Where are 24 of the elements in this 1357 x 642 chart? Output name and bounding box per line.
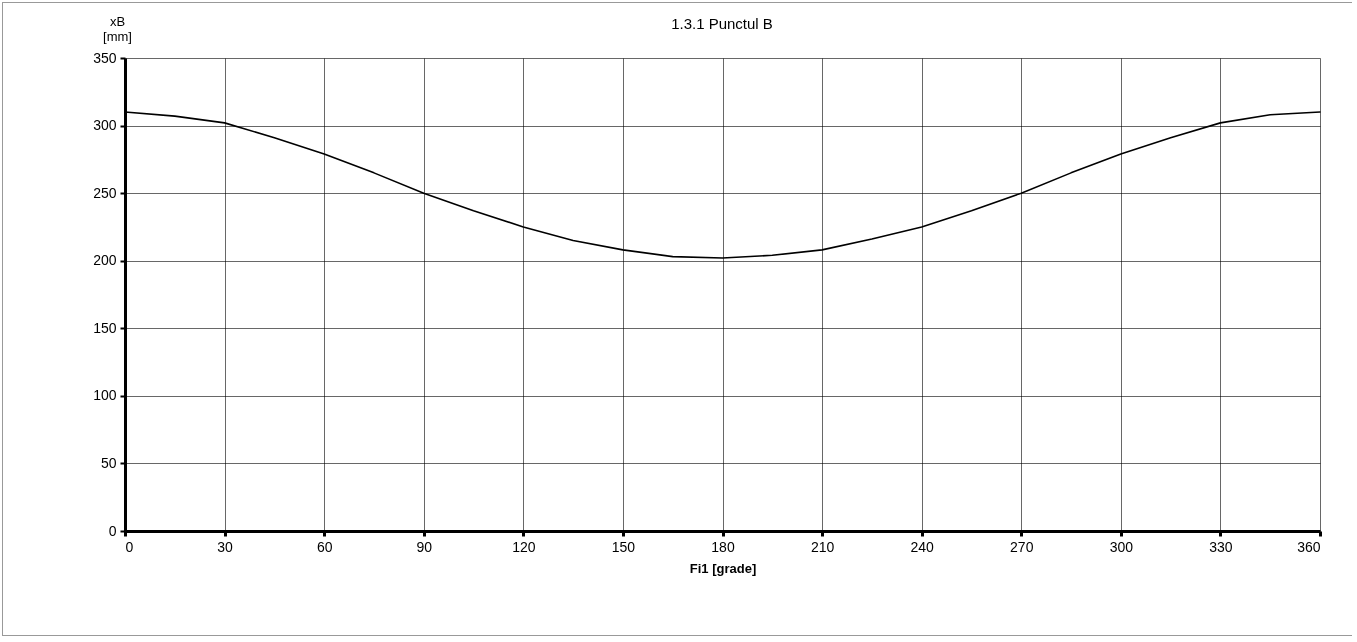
y-tick-label: 250 bbox=[93, 184, 117, 201]
x-tick-label: 60 bbox=[316, 538, 333, 555]
x-tick-label: 30 bbox=[217, 538, 234, 555]
y-tick-label: 100 bbox=[93, 387, 117, 404]
x-tick-label: 90 bbox=[416, 538, 433, 555]
x-tick-label: 120 bbox=[512, 538, 536, 555]
y-tick-label: 0 bbox=[108, 522, 117, 539]
y-tick-label: 150 bbox=[93, 319, 117, 336]
x-axis-title: Fi1 [grade] bbox=[689, 560, 757, 576]
chart-title: 1.3.1 Punctul B bbox=[671, 15, 773, 32]
x-tick-label: 180 bbox=[711, 538, 735, 555]
y-tick-label: 50 bbox=[100, 454, 117, 471]
x-tick-label: 0 bbox=[125, 538, 134, 555]
x-tick-label: 360 bbox=[1297, 538, 1321, 555]
x-tick-label: 240 bbox=[910, 538, 935, 555]
x-tick-label: 270 bbox=[1010, 538, 1034, 555]
y-axis-title: xB [mm] bbox=[103, 13, 132, 44]
y-tick-label: 300 bbox=[93, 117, 117, 134]
x-tick-label: 300 bbox=[1109, 538, 1134, 555]
y-tick-label: 200 bbox=[93, 252, 117, 269]
x-tick-label: 150 bbox=[611, 538, 636, 555]
x-tick-label: 210 bbox=[810, 538, 835, 555]
x-tick-label: 330 bbox=[1209, 538, 1233, 555]
y-tick-label: 350 bbox=[93, 49, 117, 66]
